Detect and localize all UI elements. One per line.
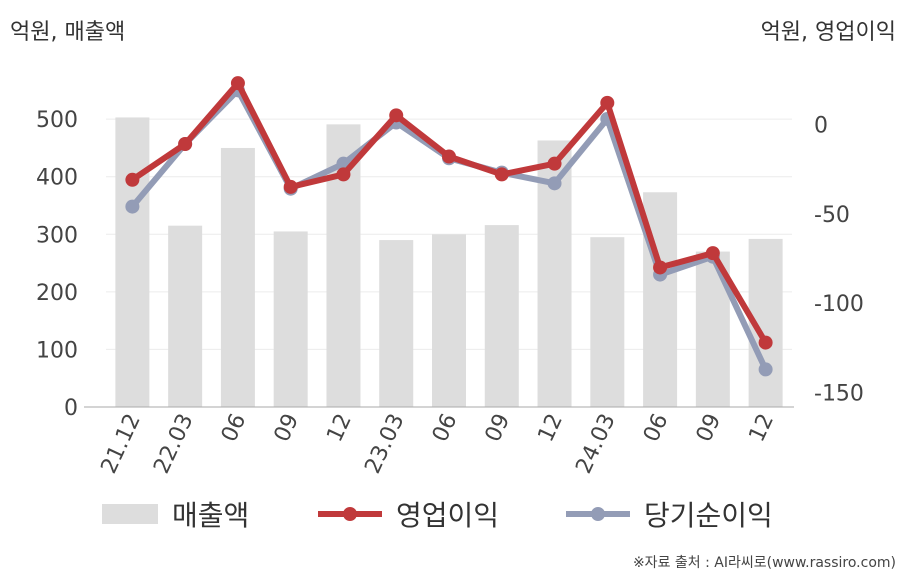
data-point bbox=[125, 172, 140, 187]
right-y-tick-label: -50 bbox=[814, 203, 850, 228]
x-tick-label: 12 bbox=[533, 410, 567, 446]
legend-item-net-income: 당기순이익 bbox=[566, 492, 773, 536]
legend-swatch-operating-profit bbox=[318, 504, 382, 524]
bar bbox=[273, 231, 308, 407]
x-tick-label: 22.03 bbox=[149, 410, 198, 478]
legend-label-net-income: 당기순이익 bbox=[644, 499, 773, 532]
data-point bbox=[494, 167, 509, 182]
bar bbox=[115, 117, 150, 407]
data-point bbox=[705, 246, 720, 261]
right-y-tick-label: -150 bbox=[814, 382, 864, 407]
data-point bbox=[653, 260, 668, 275]
x-tick-label: 12 bbox=[322, 410, 356, 446]
data-point bbox=[230, 76, 245, 91]
revenue-bars bbox=[115, 117, 783, 408]
left-y-tick-label: 500 bbox=[36, 108, 78, 133]
legend-swatch-net-income bbox=[566, 504, 630, 524]
left-y-tick-label: 200 bbox=[36, 281, 78, 306]
x-tick-label: 09 bbox=[270, 410, 304, 446]
legend-label-operating-profit: 영업이익 bbox=[396, 499, 500, 532]
x-tick-label: 24.03 bbox=[571, 410, 620, 478]
x-tick-label: 12 bbox=[745, 410, 779, 446]
right-y-ticks: 0 -50 -100 -150 bbox=[814, 113, 864, 406]
profit-lines bbox=[125, 76, 773, 377]
legend-label-revenue: 매출액 bbox=[172, 499, 250, 532]
source-note: ※자료 출처 : AI라씨로(www.rassiro.com) bbox=[632, 555, 896, 571]
x-tick-label: 06 bbox=[639, 410, 673, 446]
data-point bbox=[547, 156, 562, 171]
x-tick-label: 06 bbox=[428, 410, 462, 446]
x-ticks: 21.12 22.03 06 09 12 23.03 06 09 12 24.03 06 09 12 bbox=[97, 410, 780, 478]
combo-chart: 0 100 200 300 400 500 0 -50 -100 -150 21.12 22.03… bbox=[36, 76, 864, 478]
data-point bbox=[600, 95, 615, 110]
data-point bbox=[758, 335, 773, 350]
right-axis-unit: 억원, 영업이익 bbox=[760, 20, 896, 45]
right-y-tick-label: -100 bbox=[814, 292, 864, 317]
data-point bbox=[283, 179, 298, 194]
data-point bbox=[178, 136, 193, 151]
x-tick-label: 06 bbox=[217, 410, 251, 446]
bar bbox=[168, 225, 203, 407]
left-y-tick-label: 0 bbox=[64, 396, 78, 421]
bar bbox=[379, 240, 414, 407]
left-y-tick-label: 300 bbox=[36, 223, 78, 248]
data-point bbox=[389, 108, 404, 123]
left-y-tick-label: 100 bbox=[36, 338, 78, 363]
data-point bbox=[336, 167, 351, 182]
x-tick-label: 09 bbox=[481, 410, 515, 446]
data-point bbox=[125, 199, 140, 214]
x-tick-label: 09 bbox=[692, 410, 726, 446]
data-point bbox=[442, 149, 456, 164]
bar bbox=[220, 147, 255, 407]
left-y-tick-label: 400 bbox=[36, 166, 78, 191]
data-point bbox=[758, 362, 773, 377]
bar bbox=[432, 234, 466, 407]
bar bbox=[590, 237, 625, 407]
left-axis-unit: 억원, 매출액 bbox=[10, 20, 126, 45]
legend-item-operating-profit: 영업이익 bbox=[318, 492, 499, 536]
data-point bbox=[547, 176, 562, 191]
x-tick-label: 21.12 bbox=[97, 410, 146, 478]
legend-item-revenue: 매출액 bbox=[102, 492, 249, 536]
right-y-tick-label: 0 bbox=[814, 113, 828, 138]
legend: 매출액 영업이익 당기순이익 bbox=[0, 492, 908, 536]
bar bbox=[484, 225, 519, 407]
legend-swatch-revenue bbox=[102, 504, 158, 524]
x-tick-label: 23.03 bbox=[360, 410, 409, 478]
left-y-ticks: 0 100 200 300 400 500 bbox=[36, 108, 78, 421]
